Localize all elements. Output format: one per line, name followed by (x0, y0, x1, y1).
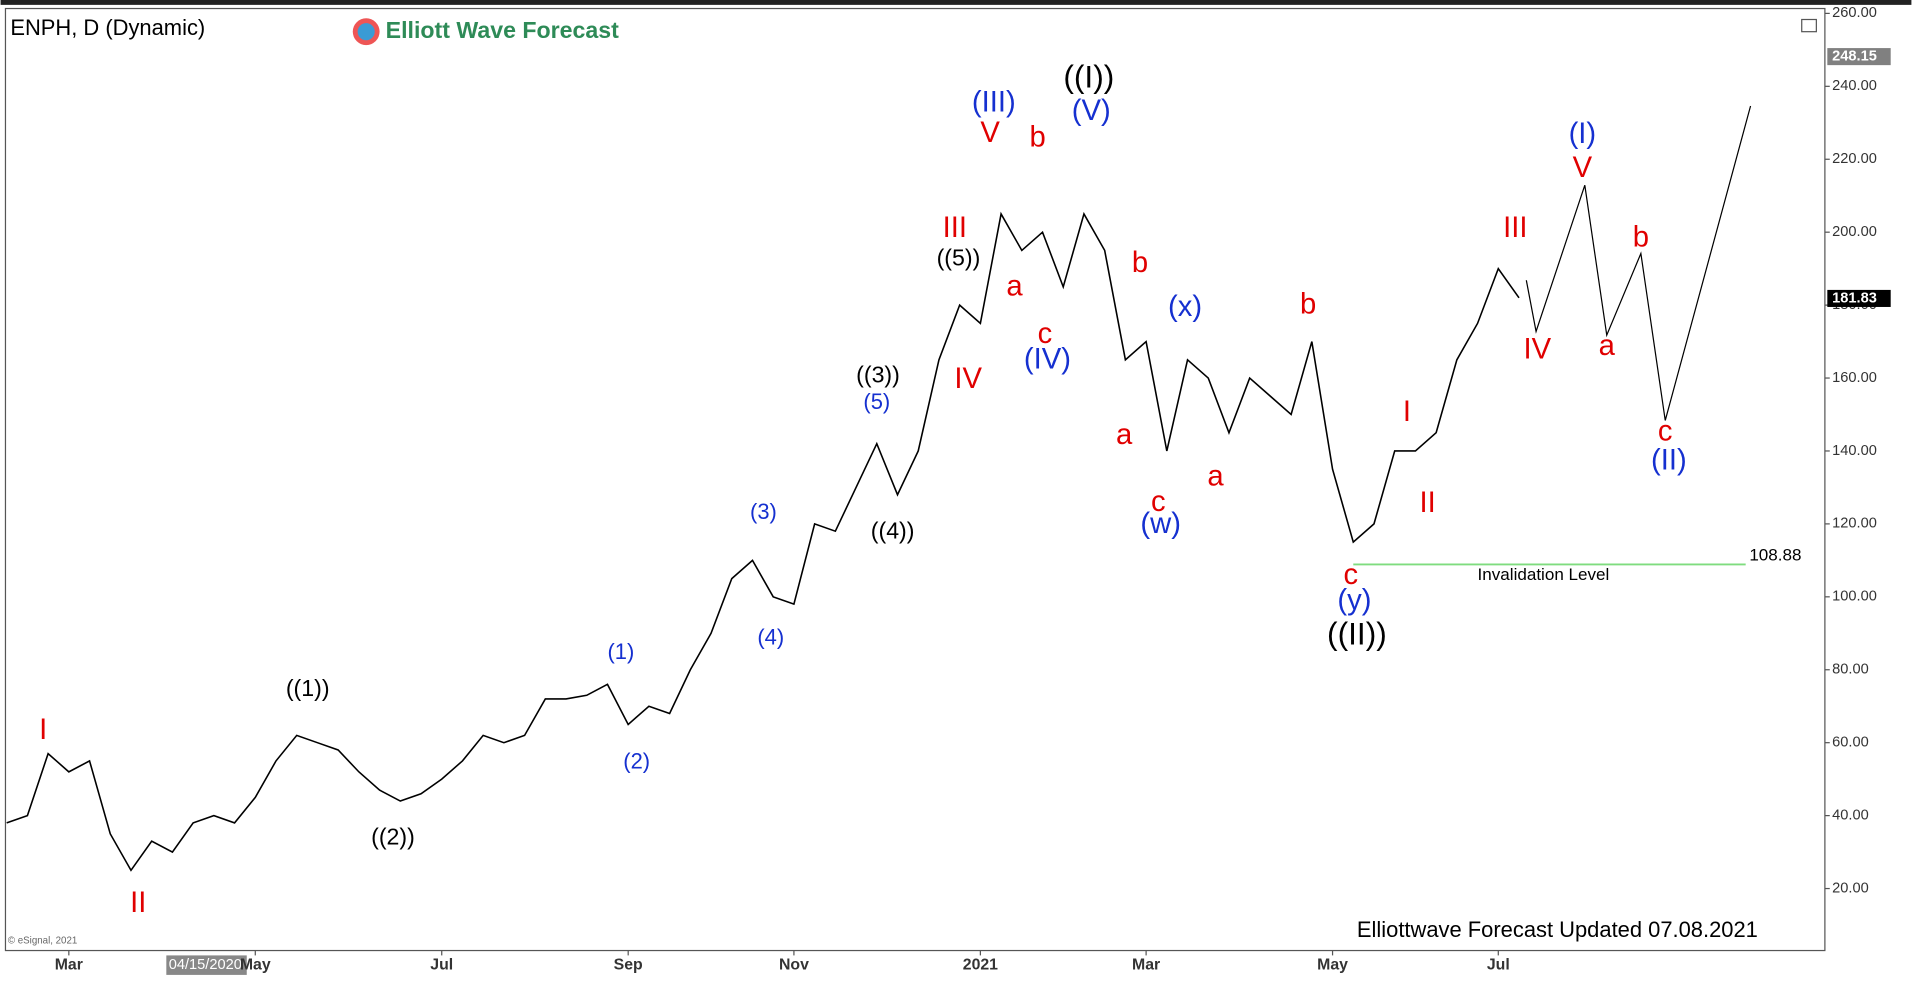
y-tick-label: 20.00 (1832, 880, 1869, 896)
y-tick-label: 120.00 (1832, 516, 1877, 532)
wave-label: (2) (623, 749, 650, 774)
wave-label: III (1503, 212, 1527, 244)
wave-label: a (1006, 270, 1023, 302)
logo-icon-inner (357, 23, 375, 41)
wave-label: (w) (1140, 508, 1181, 540)
wave-label: III (943, 212, 967, 244)
wave-label: (I) (1569, 118, 1597, 150)
price-label: 181.83 (1832, 290, 1877, 306)
y-tick-label: 160.00 (1832, 370, 1877, 386)
wave-label: (x) (1168, 291, 1202, 323)
projection-path (1525, 105, 1752, 421)
x-tick-label: 2021 (963, 956, 998, 973)
wave-label: ((5)) (937, 245, 981, 271)
x-tick-label: Mar (1132, 956, 1160, 973)
wave-label: (V) (1072, 95, 1111, 127)
y-tick-label: 60.00 (1832, 735, 1869, 751)
price-label-box (1827, 48, 1891, 66)
wave-label: (III) (972, 86, 1016, 118)
wave-label: ((4)) (871, 518, 915, 544)
y-tick-label: 240.00 (1832, 78, 1877, 94)
wave-label: b (1030, 122, 1046, 154)
wave-label: c (1038, 318, 1053, 350)
wave-label: ((II)) (1327, 616, 1387, 652)
wave-label: V (980, 117, 1000, 149)
x-tick-label: Nov (779, 956, 809, 973)
wave-label: a (1599, 330, 1616, 362)
x-tick-label: Jul (1487, 956, 1510, 973)
y-tick-label: 260.00 (1832, 5, 1877, 21)
wave-label: a (1116, 419, 1133, 451)
wave-label: I (39, 714, 47, 746)
wave-label: (5) (863, 389, 890, 414)
price-line (6, 211, 1520, 872)
wave-label: II (1419, 487, 1435, 519)
wave-label: c (1151, 486, 1166, 518)
wave-label: ((3)) (856, 362, 900, 388)
chart-title: ENPH, D (Dynamic) (10, 15, 205, 40)
price-label: 248.15 (1832, 48, 1877, 64)
y-tick-label: 140.00 (1832, 443, 1877, 459)
y-tick-label: 200.00 (1832, 224, 1877, 240)
source: © eSignal, 2021 (8, 935, 77, 946)
wave-label: (II) (1651, 445, 1687, 477)
x-tick-label: Mar (55, 956, 83, 973)
wave-label: (4) (757, 624, 784, 649)
wave-label: a (1207, 460, 1224, 492)
window-icon (1801, 18, 1817, 33)
wave-label: ((I)) (1063, 59, 1114, 95)
wave-label: IV (1523, 334, 1551, 366)
invalidation-value: 108.88 (1749, 545, 1801, 564)
cursor-date-box (166, 955, 247, 975)
x-tick-label: Sep (614, 956, 643, 973)
footer: Elliottwave Forecast Updated 07.08.2021 (1357, 917, 1758, 942)
wave-label: ((1)) (286, 675, 330, 701)
wave-label: (IV) (1024, 343, 1071, 375)
x-tick-label: May (240, 956, 271, 973)
x-tick-label: Jul (430, 956, 453, 973)
wave-label: b (1132, 247, 1148, 279)
y-tick-label: 220.00 (1832, 151, 1877, 167)
top-bar (0, 0, 1912, 5)
wave-label: c (1344, 559, 1359, 591)
wave-label: V (1573, 152, 1593, 184)
price-label-box (1827, 289, 1891, 307)
wave-label: (3) (750, 499, 777, 524)
logo-text: Elliott Wave Forecast (386, 17, 619, 43)
wave-label: b (1300, 289, 1316, 321)
wave-label: c (1658, 415, 1673, 447)
wave-label: (1) (607, 639, 634, 664)
y-tick-label: 80.00 (1832, 662, 1869, 678)
wave-label: I (1403, 396, 1411, 428)
wave-label: IV (954, 363, 982, 395)
plot-frame (4, 7, 1826, 952)
wave-label: II (130, 887, 146, 919)
wave-label: ((2)) (371, 824, 415, 850)
invalidation-text: Invalidation Level (1478, 565, 1610, 584)
y-tick-label: 100.00 (1832, 589, 1877, 605)
wave-label: b (1633, 222, 1649, 254)
cursor-date: 04/15/2020 (169, 957, 242, 973)
wave-label: (y) (1337, 585, 1371, 617)
x-tick-label: May (1317, 956, 1348, 973)
y-tick-label: 40.00 (1832, 807, 1869, 823)
